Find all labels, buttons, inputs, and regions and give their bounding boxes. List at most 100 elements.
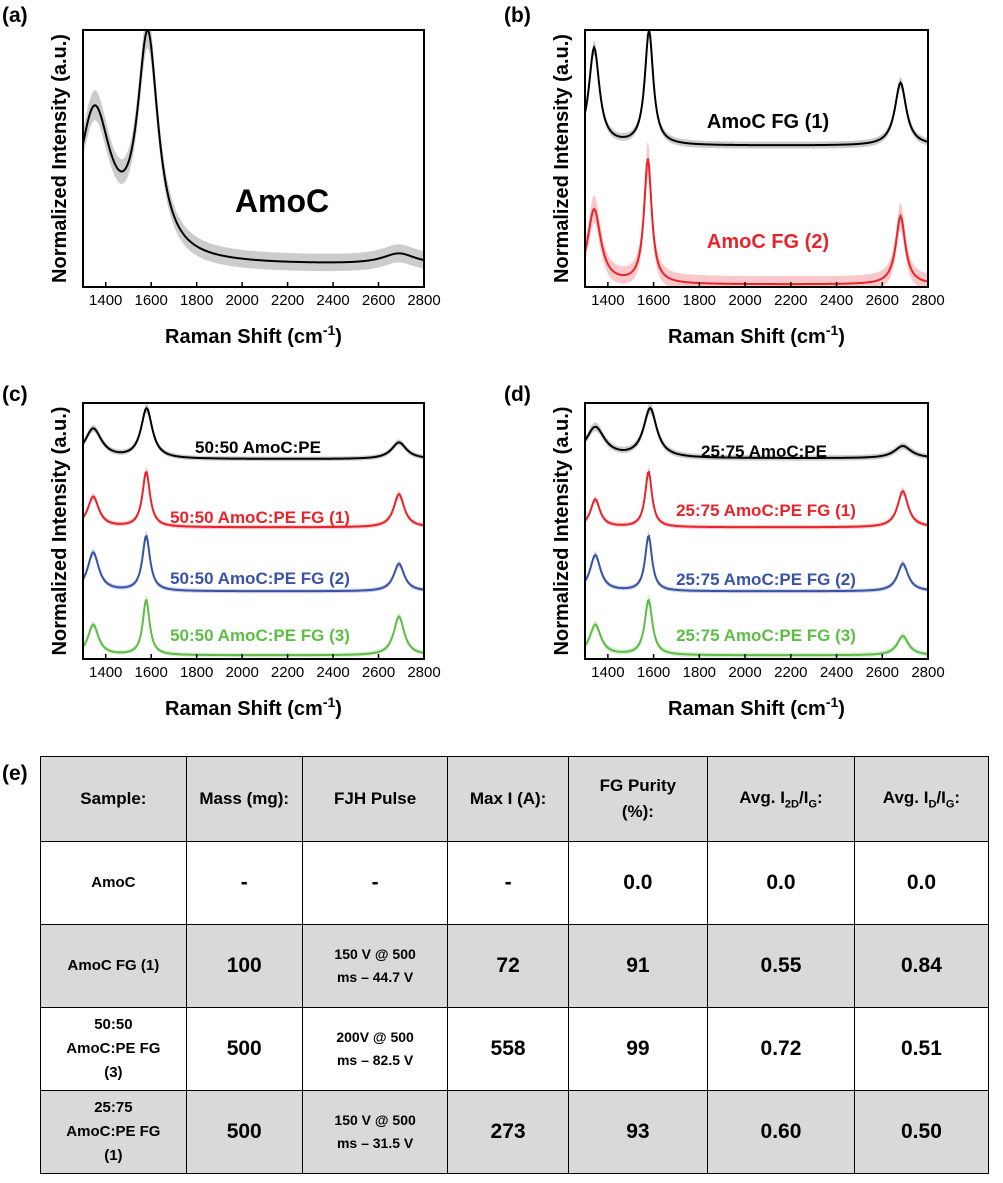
header-id-sub: D [928, 798, 937, 811]
x-tick-label: 2400 [316, 292, 349, 309]
cell-id-ig: 0.84 [853, 924, 990, 1008]
x-tick-label: 2000 [225, 664, 258, 681]
y-axis-label: Normalized Intensity (a.u.) [551, 34, 573, 283]
header-i2d-end: : [817, 787, 823, 807]
header-id-mid: /I [936, 787, 946, 807]
panel-c: (c) 1400 1600 1800 2000 2200 2400 2600 2800 Rama… [0, 375, 501, 740]
series-line [585, 470, 928, 529]
x-axis-label: Raman Shift (cm-1) [165, 694, 342, 720]
x-tick-label: 2800 [407, 664, 440, 681]
x-tick-label: 1600 [637, 292, 670, 309]
axes-frame [584, 29, 929, 288]
table-row: AmoC FG (1) 100 150 V @ 500 ms – 44.7 V … [40, 924, 990, 1008]
axes-frame [82, 402, 425, 660]
x-tick-label: 2000 [225, 292, 258, 309]
panel-label-e: (e) [2, 762, 28, 785]
header-fg-purity: FG Purity (%): [567, 756, 709, 842]
x-tick-label: 2800 [911, 292, 944, 309]
x-axis-label-main: Raman Shift (cm [668, 698, 826, 720]
cell-id-ig: 0.50 [853, 1090, 990, 1174]
series-band [585, 467, 928, 530]
cell-mass: - [185, 841, 303, 925]
x-tick-label: 1800 [683, 664, 716, 681]
cell-purity: 93 [567, 1090, 709, 1174]
cell-purity: 99 [567, 1007, 709, 1091]
x-tick-label: 2200 [774, 292, 807, 309]
panel-label-a: (a) [2, 4, 28, 27]
table-header-row: Sample: Mass (mg): FJH Pulse Max I (A): … [40, 756, 990, 842]
cell-sample: AmoC [40, 841, 187, 925]
cell-id-ig: 0.0 [853, 841, 990, 925]
panel-a: (a) 1400 1600 1800 2000 2200 2400 2600 2800 Rama… [0, 0, 501, 360]
x-axis-label: Raman Shift (cm-1) [668, 694, 845, 720]
x-tick-label: 2600 [866, 664, 899, 681]
series-annotation: 50:50 AmoC:PE FG (2) [170, 569, 350, 588]
x-tick-label: 1600 [637, 664, 670, 681]
series-line [585, 30, 928, 147]
table-row: 25:75 AmoC:PE FG (1) 500 150 V @ 500 ms … [40, 1090, 990, 1174]
x-tick-label: 1400 [89, 292, 122, 309]
x-tick-label: 1800 [683, 292, 716, 309]
series-line [585, 158, 928, 286]
series-annotation: AmoC FG (2) [707, 231, 829, 253]
x-tick-label: 2600 [866, 292, 899, 309]
x-tick-label: 1800 [180, 664, 213, 681]
series-annotation: 25:75 AmoC:PE [701, 442, 827, 461]
y-axis-label: Normalized Intensity (a.u.) [49, 407, 71, 656]
x-axis-label-end: ) [838, 326, 845, 348]
x-axis-label-end: ) [335, 698, 342, 720]
x-tick-label: 2400 [316, 664, 349, 681]
chart-d: 1400 1600 1800 2000 2200 2400 2600 2800 Raman Sh… [551, 402, 945, 720]
panel-label-d: (d) [504, 383, 531, 406]
series-line [83, 406, 424, 460]
chart-a: 1400 1600 1800 2000 2200 2400 2600 2800 Raman Sh… [49, 29, 441, 348]
cell-mass: 500 [185, 1007, 303, 1091]
series-annotation: 25:75 AmoC:PE FG (2) [676, 570, 856, 589]
summary-table: Sample: Mass (mg): FJH Pulse Max I (A): … [40, 756, 990, 1174]
x-axis-label-sup: -1 [826, 694, 839, 710]
summary-table-wrap: Sample: Mass (mg): FJH Pulse Max I (A): … [40, 756, 990, 1174]
table-row: 50:50 AmoC:PE FG (3) 500 200V @ 500 ms –… [40, 1007, 990, 1091]
series-annotation: 50:50 AmoC:PE [195, 438, 321, 457]
header-id-ig: Avg. ID/IG: [853, 756, 990, 842]
panel-label-b: (b) [504, 4, 531, 27]
x-tick-label: 2200 [271, 664, 304, 681]
x-axis-label-main: Raman Shift (cm [165, 326, 323, 348]
header-sample: Sample: [40, 756, 187, 842]
panel-b: (b) 1400 1600 1800 2000 2200 2400 2600 2800 Rama… [502, 0, 1003, 360]
y-axis-label: Normalized Intensity (a.u.) [551, 407, 573, 656]
plot-area [83, 30, 424, 272]
series-annotation: 25:75 AmoC:PE FG (3) [676, 626, 856, 645]
series-annotation: 50:50 AmoC:PE FG (3) [170, 626, 350, 645]
header-i2d-sub: 2D [784, 798, 799, 811]
plot-area [83, 403, 424, 658]
series-line [83, 598, 424, 657]
x-axis-label-end: ) [335, 326, 342, 348]
x-axis-label-sup: -1 [826, 322, 839, 338]
x-axis-label-sup: -1 [323, 322, 336, 338]
cell-i2d-ig: 0.0 [707, 841, 855, 925]
cell-purity: 0.0 [567, 841, 709, 925]
header-pulse: FJH Pulse [301, 756, 449, 842]
plot-area [585, 403, 928, 658]
cell-sample: AmoC FG (1) [40, 924, 187, 1008]
plot-area [585, 30, 928, 287]
x-axis-label-sup: -1 [323, 694, 336, 710]
series-band [585, 140, 928, 287]
panel-label-c: (c) [2, 383, 28, 406]
axes-frame [82, 29, 425, 288]
cell-pulse: 150 V @ 500 ms – 31.5 V [301, 1090, 449, 1174]
x-tick-label: 2400 [820, 664, 853, 681]
cell-max-current: 273 [447, 1090, 569, 1174]
series-line [585, 534, 928, 593]
cell-pulse: - [301, 841, 449, 925]
cell-mass: 500 [185, 1090, 303, 1174]
header-i2d-mid: /I [798, 787, 809, 807]
table-row: AmoC - - - 0.0 0.0 0.0 [40, 841, 990, 925]
cell-i2d-ig: 0.72 [707, 1007, 855, 1091]
cell-id-ig: 0.51 [853, 1007, 990, 1091]
series-line [83, 470, 424, 529]
cell-mass: 100 [185, 924, 303, 1008]
x-axis-label: Raman Shift (cm-1) [668, 322, 845, 348]
cell-i2d-ig: 0.55 [707, 924, 855, 1008]
